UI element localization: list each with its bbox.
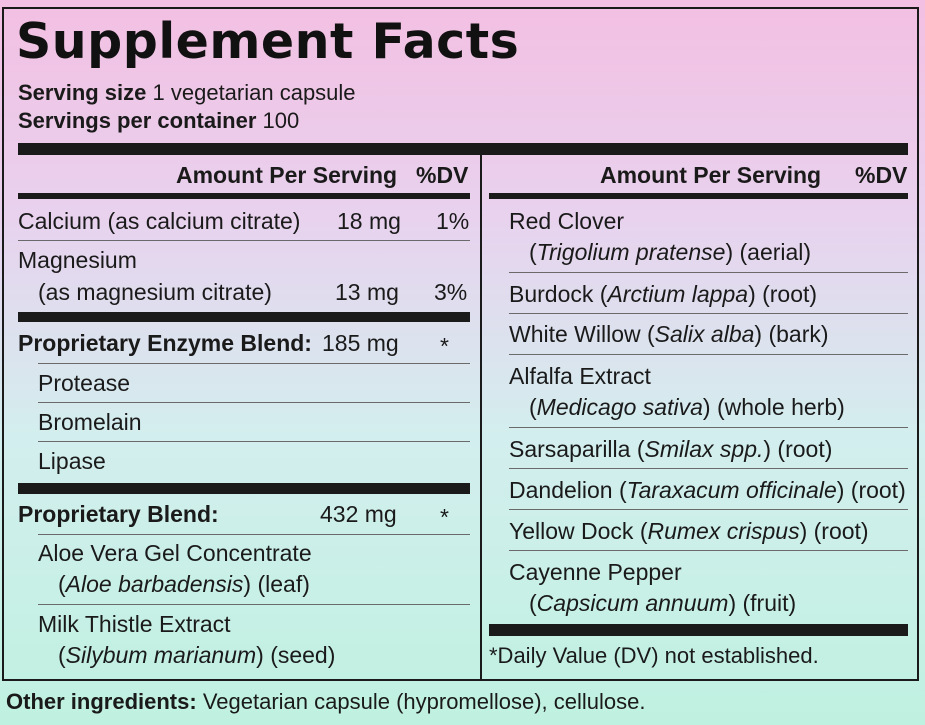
yellow-dock-part: ) (root) (799, 518, 869, 544)
row-divider (509, 313, 908, 314)
magnesium-amount: 13 mg (335, 279, 399, 305)
footnote: *Daily Value (DV) not established. (489, 643, 819, 668)
sarsaparilla-row: Sarsaparilla (Smilax spp.) (root) (509, 433, 832, 465)
cayenne-detail: (Capsicum annuum) (fruit) (529, 590, 797, 616)
aloe-detail: (Aloe barbadensis) (leaf) (58, 571, 310, 597)
sarsaparilla-part: ) (root) (763, 436, 833, 462)
right-header-dv: %DV (855, 162, 908, 188)
calcium-dv: 1% (436, 208, 470, 234)
enzyme-blend-dv: * (440, 333, 449, 359)
yellow-dock-name: Yellow Dock ( (509, 518, 648, 544)
row-divider (38, 534, 470, 535)
dandelion-part: ) (root) (836, 477, 906, 503)
enzyme-blend-name: Proprietary Enzyme Blend: (18, 330, 312, 356)
magnesium-name: Magnesium (18, 247, 137, 273)
row-divider (38, 363, 470, 364)
thick-divider-top (18, 143, 908, 155)
burdock-latin: Arctium lappa (607, 281, 749, 307)
servings-per-container-label: Servings per container (18, 108, 257, 133)
cayenne-name: Cayenne Pepper (509, 559, 682, 585)
row-divider (509, 354, 908, 355)
yellow-dock-latin: Rumex crispus (647, 518, 800, 544)
alfalfa-name: Alfalfa Extract (509, 363, 651, 389)
milk-thistle-detail: (Silybum marianum) (seed) (58, 642, 336, 668)
dandelion-latin: Taraxacum officinale (626, 477, 837, 503)
row-divider (509, 272, 908, 273)
column-divider (480, 155, 482, 681)
milk-thistle-name: Milk Thistle Extract (38, 611, 231, 637)
cayenne-latin: Capsicum annuum (536, 590, 729, 616)
other-ingredients-label: Other ingredients: (6, 689, 197, 714)
other-ingredients: Other ingredients: Vegetarian capsule (h… (6, 688, 646, 716)
sarsaparilla-name: Sarsaparilla ( (509, 436, 645, 462)
row-divider (38, 604, 470, 605)
aloe-name: Aloe Vera Gel Concentrate (38, 540, 312, 566)
burdock-part: ) (root) (748, 281, 818, 307)
row-divider (509, 550, 908, 551)
thick-divider-left (18, 483, 470, 494)
blend-amount: 432 mg (320, 501, 397, 527)
blend-name: Proprietary Blend: (18, 501, 219, 527)
left-header-amount: Amount Per Serving (176, 162, 398, 188)
red-clover-latin: Trigolium pratense (536, 239, 726, 265)
alfalfa-latin: Medicago sativa (536, 394, 703, 420)
white-willow-latin: Salix alba (654, 321, 755, 347)
serving-size-value: 1 vegetarian capsule (152, 80, 356, 105)
servings-per-container: Servings per container 100 (18, 108, 299, 134)
burdock-row: Burdock (Arctium lappa) (root) (509, 278, 817, 310)
left-header-dv: %DV (416, 162, 469, 188)
calcium-name: Calcium (as calcium citrate) (18, 208, 301, 234)
thick-divider-right (489, 624, 908, 636)
enzyme-item: Lipase (38, 448, 106, 474)
white-willow-part: ) (bark) (754, 321, 829, 347)
yellow-dock-row: Yellow Dock (Rumex crispus) (root) (509, 515, 869, 547)
row-divider (509, 509, 908, 510)
alfalfa-part: (whole herb) (716, 394, 845, 420)
serving-size-label: Serving size (18, 80, 147, 105)
row-divider (509, 427, 908, 428)
panel-title: Supplement Facts (16, 13, 520, 70)
row-divider (38, 441, 470, 442)
left-header-rule (18, 193, 470, 199)
blend-dv: * (440, 504, 449, 530)
right-header-amount: Amount Per Serving (600, 162, 822, 188)
other-ingredients-value: Vegetarian capsule (hypromellose), cellu… (202, 689, 646, 714)
burdock-name: Burdock ( (509, 281, 608, 307)
dandelion-name: Dandelion ( (509, 477, 627, 503)
dandelion-row: Dandelion (Taraxacum officinale) (root) (509, 474, 906, 506)
milk-thistle-part: (seed) (270, 642, 336, 668)
supplement-facts-panel (2, 7, 919, 681)
red-clover-name: Red Clover (509, 208, 625, 234)
enzyme-item: Bromelain (38, 409, 142, 435)
row-divider (509, 468, 908, 469)
servings-per-container-value: 100 (262, 108, 300, 133)
serving-size: Serving size 1 vegetarian capsule (18, 80, 356, 106)
aloe-part: (leaf) (257, 571, 310, 597)
magnesium-sub: (as magnesium citrate) (38, 279, 272, 305)
aloe-latin: Aloe barbadensis (65, 571, 244, 597)
enzyme-item: Protease (38, 370, 131, 396)
thick-divider-left (18, 312, 470, 322)
milk-thistle-latin: Silybum marianum (65, 642, 257, 668)
right-header-rule (489, 193, 908, 199)
white-willow-name: White Willow ( (509, 321, 655, 347)
cayenne-part: (fruit) (742, 590, 797, 616)
sarsaparilla-latin: Smilax spp. (644, 436, 764, 462)
magnesium-dv: 3% (434, 279, 468, 305)
alfalfa-detail: (Medicago sativa) (whole herb) (529, 394, 845, 420)
row-divider (18, 240, 470, 241)
row-divider (38, 402, 470, 403)
calcium-amount: 18 mg (337, 208, 401, 234)
enzyme-blend-amount: 185 mg (322, 330, 399, 356)
red-clover-detail: (Trigolium pratense) (aerial) (529, 239, 812, 265)
white-willow-row: White Willow (Salix alba) (bark) (509, 318, 829, 350)
red-clover-part: (aerial) (739, 239, 812, 265)
